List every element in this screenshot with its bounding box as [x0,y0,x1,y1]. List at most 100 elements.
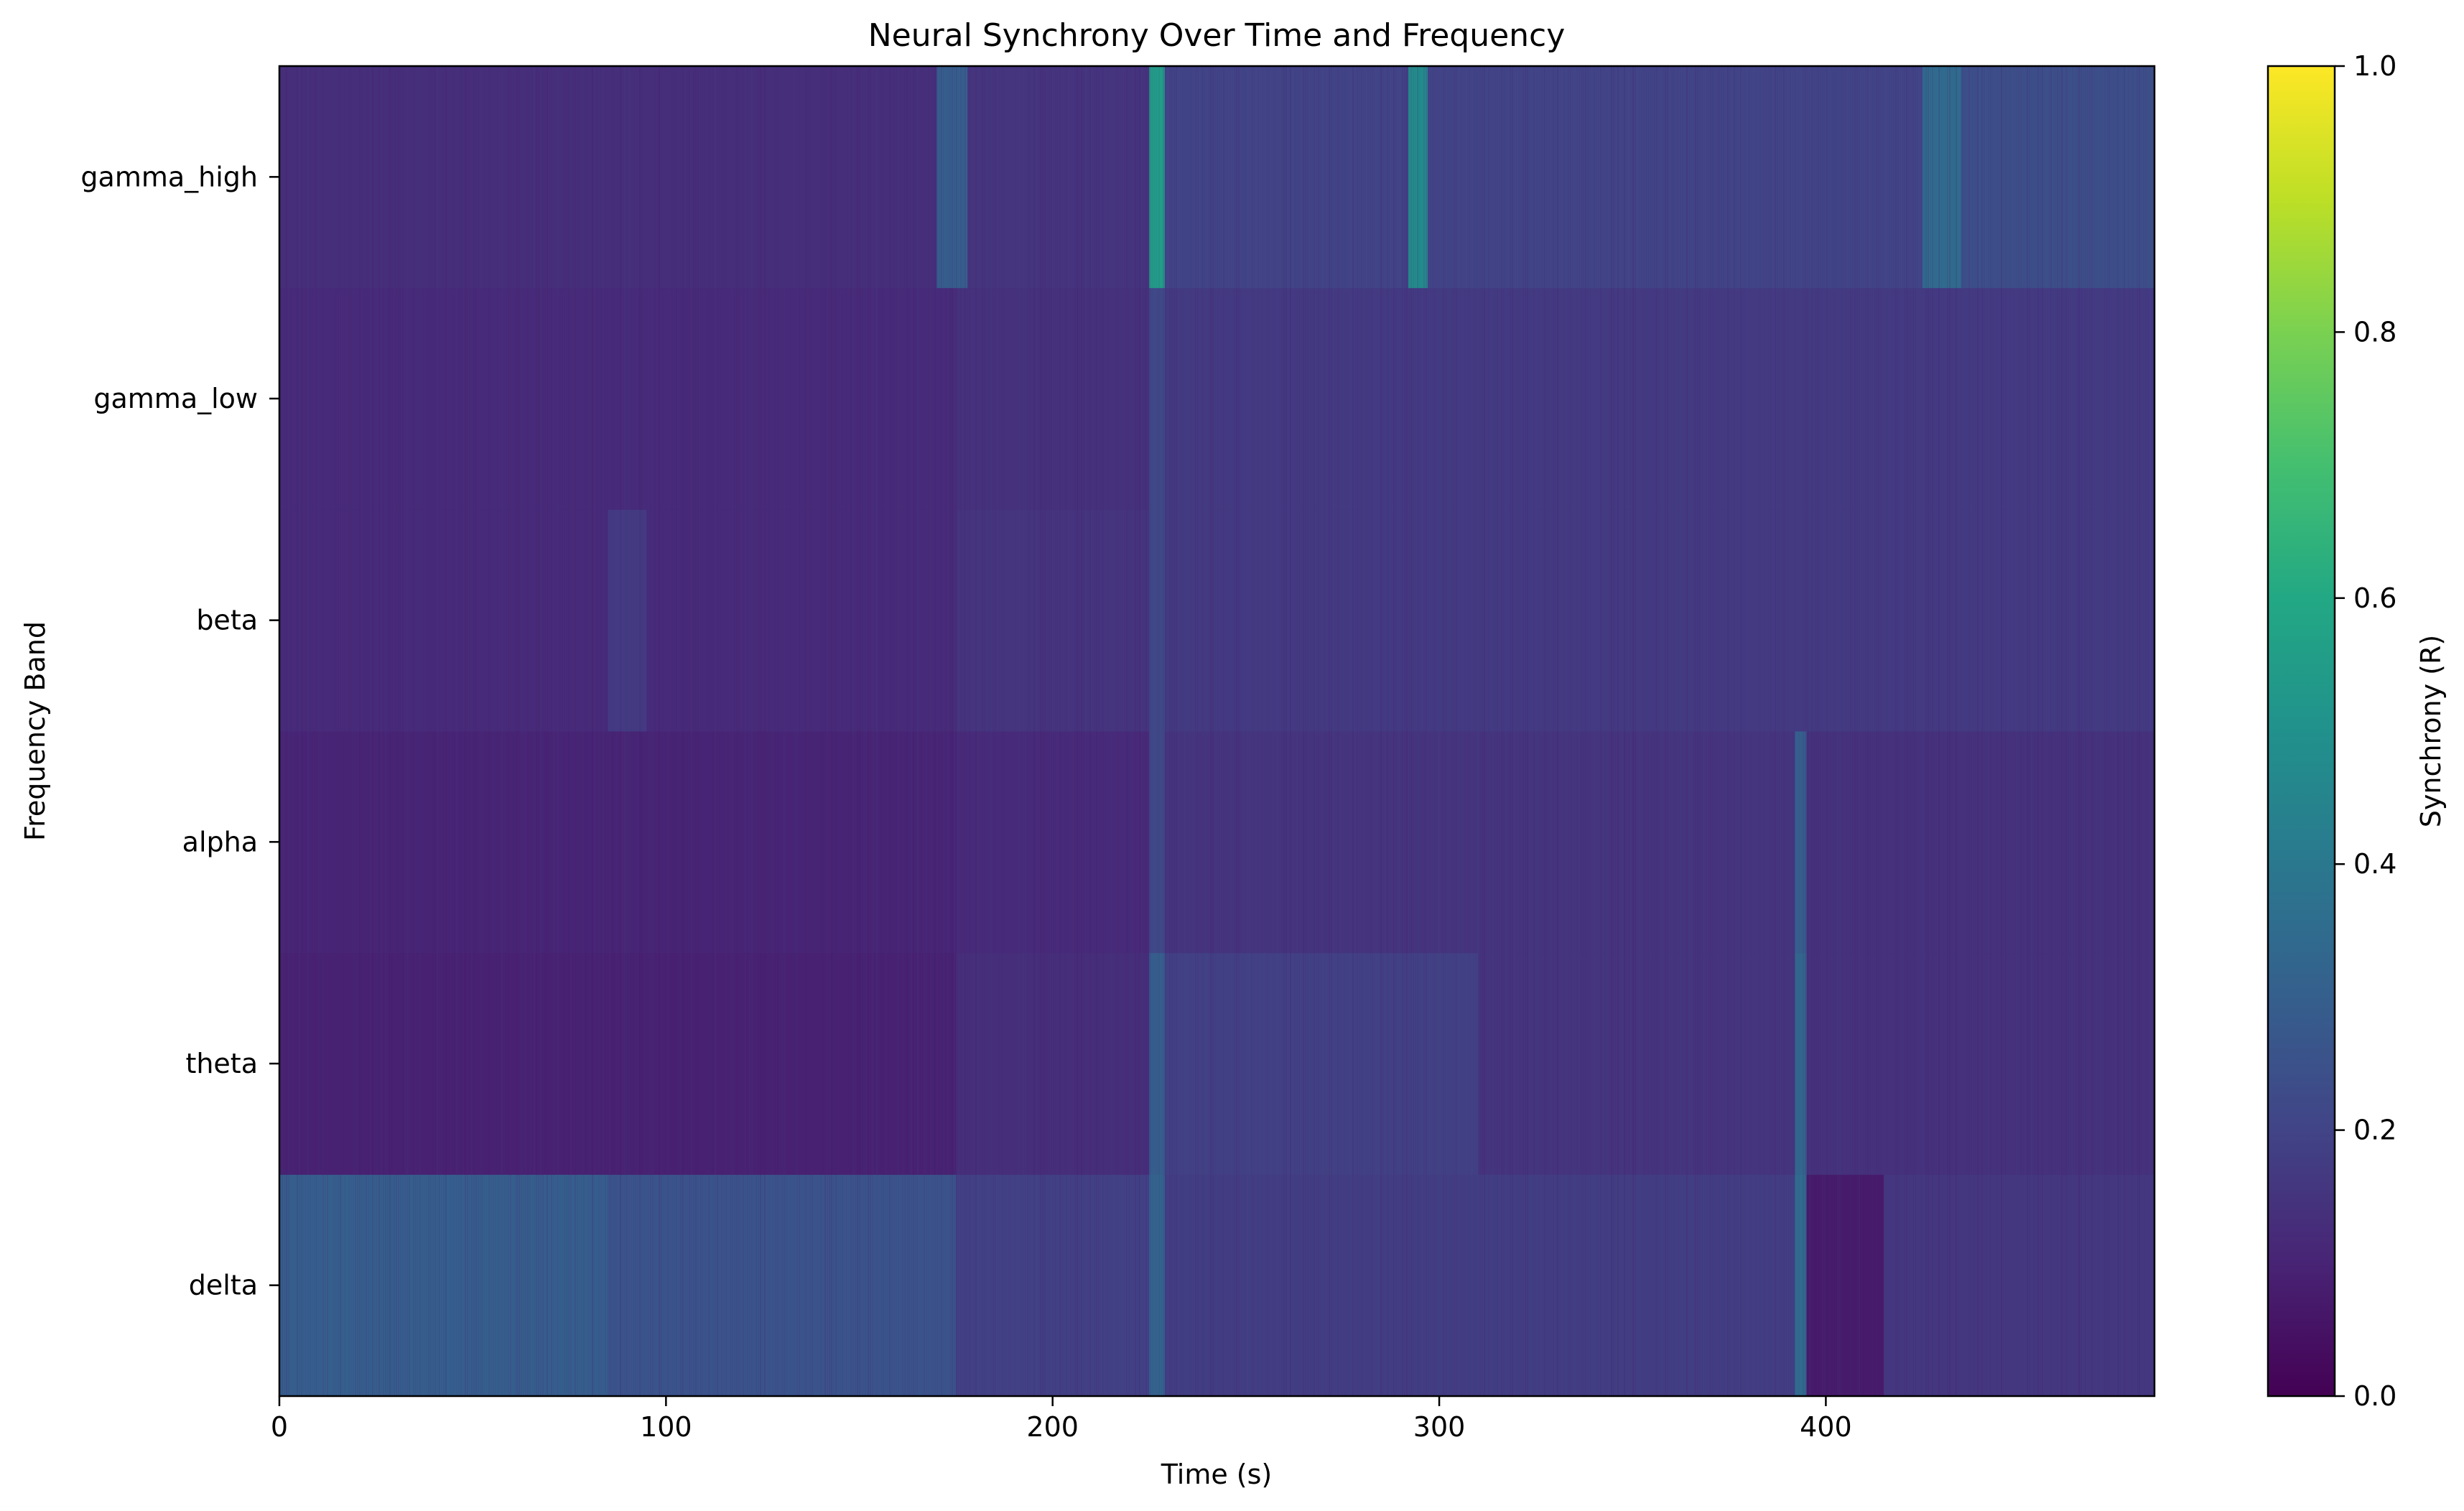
texture-stripe [1669,66,1670,1396]
texture-stripe [1596,66,1597,1396]
texture-stripe [531,66,533,1396]
texture-stripe [758,66,759,1396]
texture-stripe [827,66,828,1396]
texture-stripe [788,66,789,1396]
texture-stripe [1551,66,1552,1396]
texture-stripe [902,66,903,1396]
texture-stripe [1100,66,1102,1396]
texture-stripe [2128,66,2129,1396]
texture-stripe [590,66,591,1396]
texture-stripe [723,66,725,1396]
texture-stripe [1525,66,1526,1396]
texture-stripe [1180,66,1181,1396]
texture-stripe [1391,66,1393,1396]
texture-stripe [282,66,283,1396]
texture-stripe [1867,66,1869,1396]
texture-stripe [1361,66,1362,1396]
texture-stripe [1352,66,1354,1396]
texture-stripe [1714,66,1716,1396]
colorbar-label: Synchrony (R) [2415,635,2447,827]
texture-stripe [1057,66,1059,1396]
texture-stripe [297,66,298,1396]
texture-stripe [609,66,610,1396]
texture-stripe [1716,66,1718,1396]
texture-stripe [930,66,931,1396]
texture-stripe [1443,66,1444,1396]
texture-stripe [1576,66,1578,1396]
texture-stripe [1529,66,1530,1396]
texture-stripe [2100,66,2101,1396]
texture-stripe [790,66,791,1396]
texture-stripe [2007,66,2009,1396]
texture-stripe [913,66,914,1396]
texture-stripe [1943,66,1944,1396]
texture-stripe [1227,66,1229,1396]
texture-stripe [893,66,895,1396]
heatmap-cell-alpha-0 [279,731,957,954]
texture-stripe [575,66,576,1396]
texture-stripe [1757,66,1759,1396]
texture-stripe [2005,66,2007,1396]
texture-stripe [676,66,677,1396]
texture-stripe [603,66,604,1396]
texture-stripe [1900,66,1901,1396]
texture-stripe [1081,66,1082,1396]
texture-stripe [1654,66,1655,1396]
heatmap-cell-theta-4 [1477,952,1795,1175]
texture-stripe [1221,66,1222,1396]
texture-stripe [1762,66,1763,1396]
texture-stripe [1012,66,1013,1396]
texture-stripe [1572,66,1573,1396]
texture-stripe [1085,66,1087,1396]
texture-stripe [2130,66,2131,1396]
texture-stripe [320,66,322,1396]
texture-stripe [1805,66,1806,1396]
texture-stripe [756,66,757,1396]
texture-stripe [454,66,455,1396]
heatmap-cell-beta-1 [608,509,647,732]
texture-stripe [1266,66,1268,1396]
heatmap-cell-delta-1 [608,1174,957,1397]
texture-stripe [1609,66,1610,1396]
texture-stripe [1738,66,1739,1396]
texture-stripe [564,66,565,1396]
texture-stripe [1520,66,1522,1396]
texture-stripe [1940,66,1942,1396]
colorbar-tick-label: 0.6 [2353,582,2396,614]
texture-stripe [1154,66,1156,1396]
texture-stripe [1167,66,1168,1396]
texture-stripe [557,66,559,1396]
texture-stripe [977,66,979,1396]
texture-stripe [1643,66,1645,1396]
texture-stripe [1294,66,1296,1396]
texture-stripe [1109,66,1110,1396]
texture-stripe [460,66,462,1396]
texture-stripe [1781,66,1782,1396]
texture-stripe [1768,66,1770,1396]
texture-stripe [870,66,871,1396]
texture-stripe [954,66,955,1396]
texture-stripe [671,66,673,1396]
texture-stripe [1471,66,1472,1396]
texture-stripe [1133,66,1134,1396]
texture-stripe [2052,66,2054,1396]
texture-stripe [1540,66,1541,1396]
texture-stripe [445,66,447,1396]
texture-stripe [473,66,475,1396]
texture-stripe [1910,66,1912,1396]
texture-stripe [372,66,373,1396]
texture-stripe [1415,66,1416,1396]
texture-stripe [1350,66,1352,1396]
texture-stripe [1772,66,1774,1396]
texture-stripe [975,66,977,1396]
texture-stripe [2115,66,2116,1396]
texture-stripe [1790,66,1791,1396]
texture-stripe [299,66,300,1396]
texture-stripe [1966,66,1968,1396]
texture-stripe [1238,66,1240,1396]
texture-stripe [1210,66,1212,1396]
texture-stripe [663,66,664,1396]
texture-stripe [624,66,626,1396]
texture-stripe [406,66,408,1396]
